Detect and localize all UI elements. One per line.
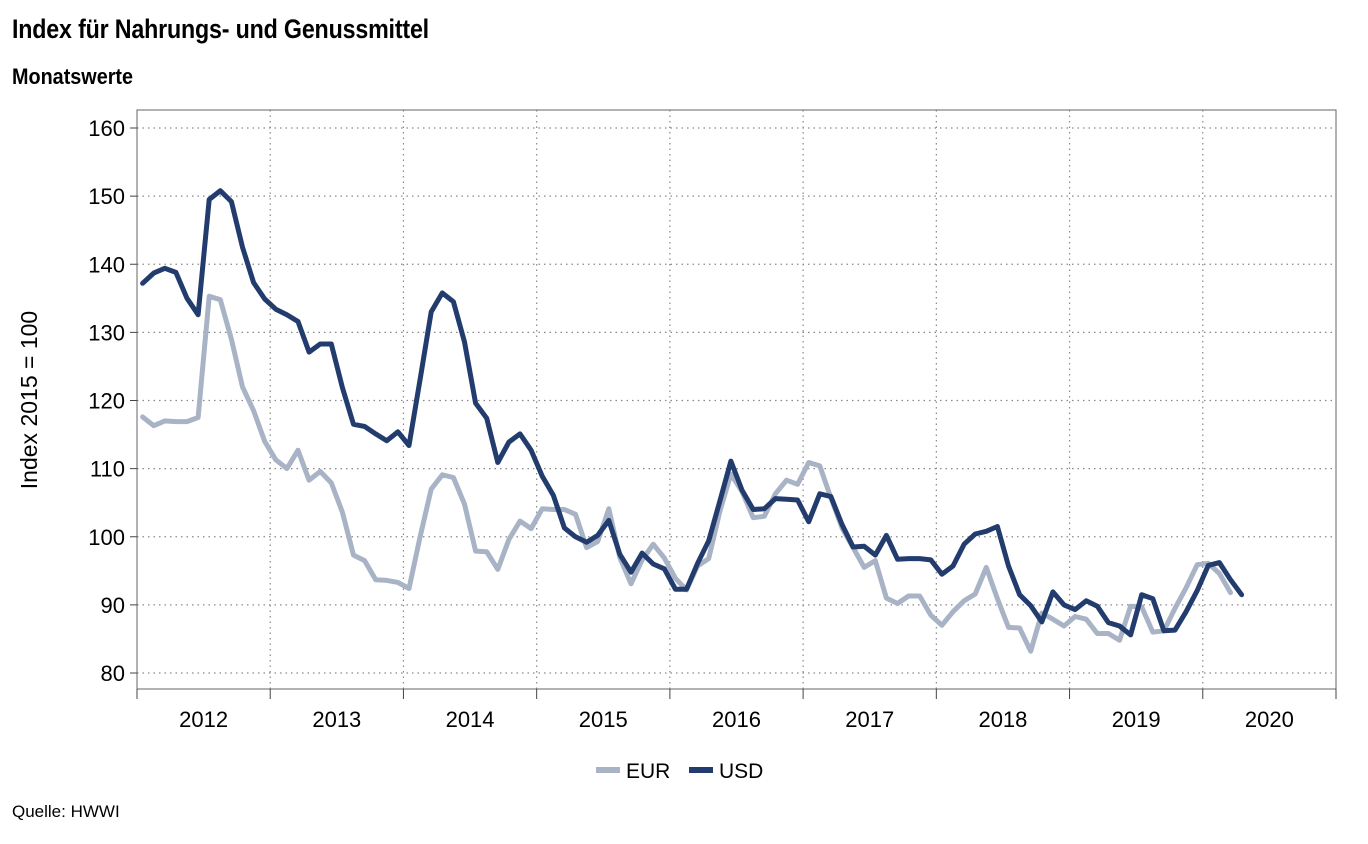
x-tick-label: 2015 — [579, 707, 628, 732]
y-tick-label: 110 — [90, 457, 125, 482]
y-tick-label: 120 — [88, 389, 125, 414]
y-tick-label: 100 — [88, 525, 125, 550]
gridlines — [137, 110, 1336, 689]
plot-frame — [136, 109, 1337, 690]
x-tick-label: 2019 — [1112, 707, 1161, 732]
y-axis-tick-labels: 80 90 100 110 120 130 140 150 160 — [88, 116, 125, 686]
y-tick-label: 80 — [101, 661, 125, 686]
x-tick-label: 2014 — [446, 707, 495, 732]
y-tick-label: 150 — [88, 184, 125, 209]
chart-title: Index für Nahrungs- und Genussmittel — [12, 14, 429, 44]
legend-label-eur: EUR — [626, 760, 670, 783]
x-tick-label: 2020 — [1245, 707, 1294, 732]
y-axis-title: Index 2015 = 100 — [16, 311, 42, 489]
series-line-usd — [140, 188, 1245, 638]
x-tick-label: 2013 — [312, 707, 361, 732]
axis-ticks — [130, 127, 1337, 699]
x-tick-label: 2016 — [712, 707, 761, 732]
legend-label-usd: USD — [719, 760, 763, 783]
x-axis-tick-labels: 2012 2013 2014 2015 2016 2017 2018 2019 2020 — [179, 707, 1294, 732]
y-tick-label: 160 — [88, 116, 125, 141]
series-lines — [140, 188, 1245, 654]
x-tick-label: 2017 — [845, 707, 894, 732]
y-tick-label: 140 — [88, 252, 125, 277]
x-tick-label: 2012 — [179, 707, 228, 732]
source-note: Quelle: HWWI — [12, 802, 120, 821]
chart-subtitle: Monatswerte — [12, 64, 134, 89]
legend: EUR USD — [596, 760, 763, 783]
x-tick-label: 2018 — [978, 707, 1027, 732]
y-tick-label: 90 — [101, 593, 125, 618]
y-tick-label: 130 — [88, 320, 125, 345]
